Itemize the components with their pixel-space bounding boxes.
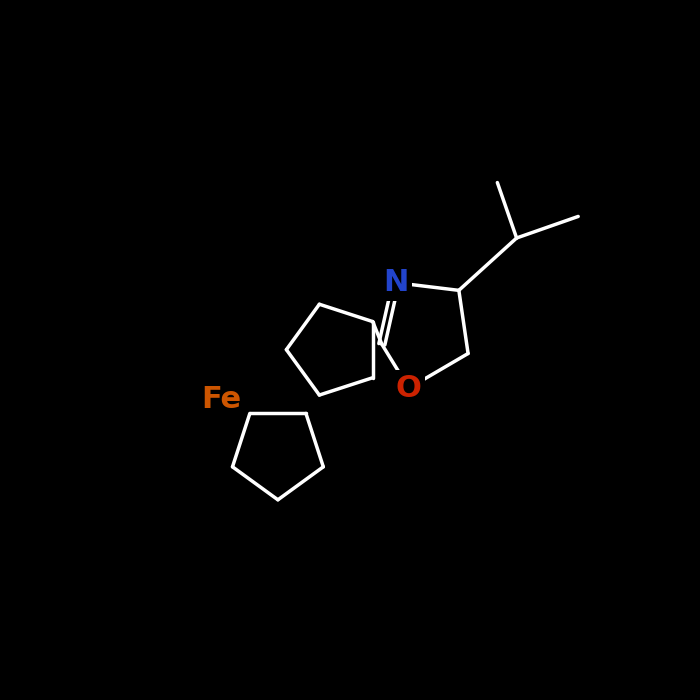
Text: Fe: Fe (201, 385, 241, 414)
Text: N: N (383, 268, 408, 298)
Text: O: O (396, 374, 421, 402)
